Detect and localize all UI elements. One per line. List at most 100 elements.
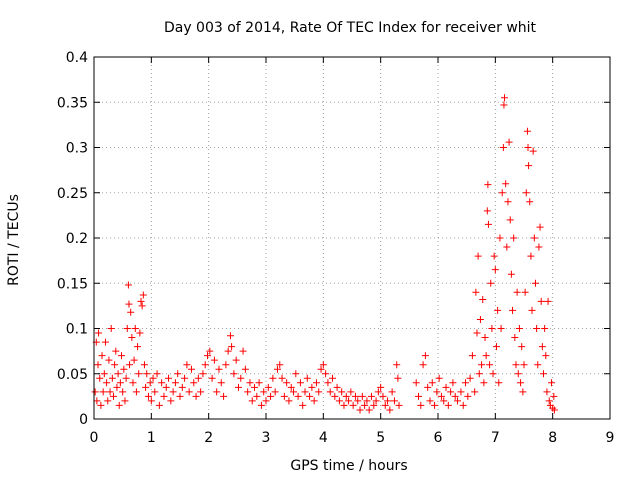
- data-point: [192, 392, 200, 400]
- data-point: [372, 397, 380, 405]
- data-point: [153, 370, 161, 378]
- data-point: [459, 401, 467, 409]
- data-point: [306, 392, 314, 400]
- data-point: [299, 401, 307, 409]
- data-point: [139, 291, 147, 299]
- data-point: [127, 308, 135, 316]
- data-point: [116, 379, 124, 387]
- data-point: [220, 392, 228, 400]
- data-point: [226, 332, 234, 340]
- data-point: [494, 306, 502, 314]
- data-point: [442, 383, 450, 391]
- data-point: [394, 374, 402, 382]
- data-point: [187, 365, 195, 373]
- data-point: [125, 300, 133, 308]
- data-point: [208, 374, 216, 382]
- data-point: [131, 325, 139, 332]
- data-point: [201, 361, 209, 369]
- data-point: [312, 379, 320, 387]
- data-point: [253, 392, 261, 400]
- data-point: [162, 383, 170, 391]
- x-tick-label: 1: [147, 430, 156, 446]
- data-point: [440, 397, 448, 405]
- x-axis-label: GPS time / hours: [290, 458, 407, 474]
- data-point: [492, 343, 500, 351]
- data-point: [511, 334, 519, 342]
- data-point: [331, 392, 339, 400]
- data-point: [530, 234, 538, 242]
- data-point: [105, 356, 113, 364]
- data-point: [340, 401, 348, 409]
- y-tick-label: 0: [79, 412, 88, 428]
- data-point: [500, 101, 508, 109]
- data-point: [119, 388, 127, 396]
- y-tick-label: 0.2: [66, 231, 88, 247]
- data-point: [521, 288, 529, 296]
- data-point: [322, 370, 330, 378]
- data-point: [533, 325, 541, 332]
- data-point: [230, 370, 238, 378]
- data-point: [431, 401, 439, 409]
- data-point: [228, 343, 236, 351]
- data-point: [457, 388, 465, 396]
- data-point: [234, 383, 242, 391]
- data-point: [278, 374, 286, 382]
- data-point: [224, 347, 232, 355]
- data-point: [539, 370, 547, 378]
- data-point: [428, 379, 436, 387]
- data-point: [479, 296, 487, 304]
- data-point: [473, 329, 481, 337]
- data-point: [466, 374, 474, 382]
- data-point: [481, 334, 489, 342]
- data-point: [347, 388, 355, 396]
- data-point: [381, 401, 389, 409]
- data-point: [310, 397, 318, 405]
- data-point: [451, 392, 459, 400]
- data-point: [248, 397, 256, 405]
- grid-lines: [94, 57, 610, 419]
- plot-frame: [93, 56, 611, 420]
- data-point: [244, 388, 252, 396]
- data-point: [106, 388, 114, 396]
- data-point: [526, 198, 534, 206]
- data-point: [273, 365, 281, 373]
- data-point: [251, 383, 259, 391]
- data-point: [113, 383, 121, 391]
- data-point: [449, 379, 457, 387]
- data-point: [222, 361, 230, 369]
- data-point: [146, 379, 154, 387]
- data-point: [319, 361, 327, 369]
- data-point: [483, 207, 491, 215]
- data-point: [190, 379, 198, 387]
- data-point: [393, 361, 401, 369]
- data-point: [303, 374, 311, 382]
- data-point: [237, 374, 245, 382]
- data-point: [276, 361, 284, 369]
- data-point: [525, 162, 533, 170]
- y-tick-label: 0.4: [66, 50, 88, 66]
- data-point: [345, 397, 353, 405]
- data-point: [370, 401, 378, 409]
- data-point: [165, 374, 173, 382]
- data-point: [257, 401, 265, 409]
- data-point: [194, 374, 202, 382]
- data-point: [178, 383, 186, 391]
- data-point: [292, 370, 300, 378]
- data-point: [271, 388, 279, 396]
- data-point: [329, 374, 337, 382]
- data-point: [543, 388, 551, 396]
- y-tick-label: 0.25: [57, 186, 88, 202]
- data-point: [280, 392, 288, 400]
- data-points: [91, 94, 558, 414]
- data-point: [538, 343, 546, 351]
- data-point: [137, 297, 145, 305]
- data-point: [512, 361, 520, 369]
- data-point: [504, 198, 512, 206]
- data-point: [138, 302, 146, 310]
- data-point: [417, 401, 425, 409]
- data-point: [107, 325, 115, 332]
- data-point: [522, 189, 530, 197]
- data-point: [287, 383, 295, 391]
- data-point: [499, 144, 507, 151]
